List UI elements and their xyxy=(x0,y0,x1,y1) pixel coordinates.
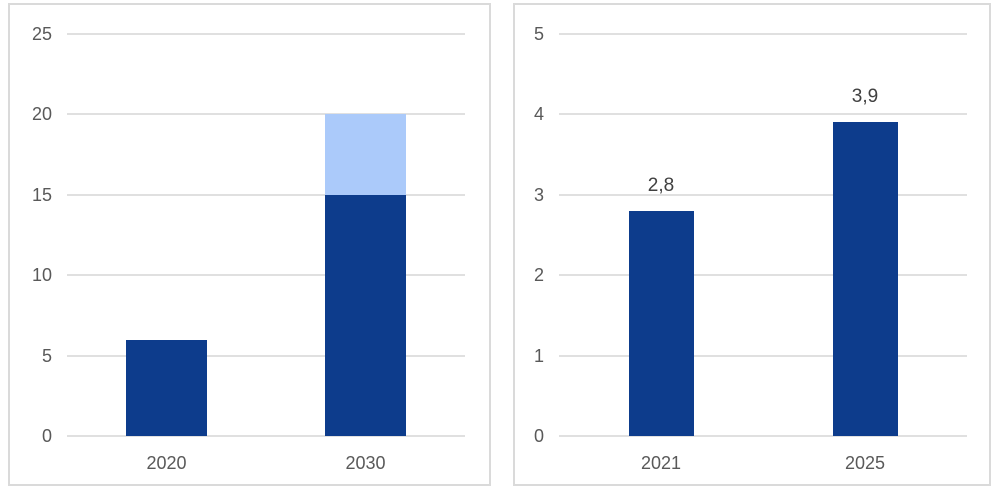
gridline xyxy=(559,33,967,35)
gridline xyxy=(67,33,465,35)
y-axis-tick-label: 25 xyxy=(31,24,52,44)
y-axis-tick-label: 20 xyxy=(31,104,52,125)
bar-segment-dark-blue-series xyxy=(628,210,694,436)
x-axis-category-label: 2030 xyxy=(345,453,386,473)
gridline xyxy=(559,113,967,116)
chart-panel-left: 0 5 10 15 20 25 2020 2030 xyxy=(8,3,491,486)
bar-segment-dark-blue-series xyxy=(126,339,207,436)
y-axis-tick-label: 5 xyxy=(41,345,52,366)
y-axis-tick-label: 2 xyxy=(533,265,544,286)
gridline xyxy=(559,435,967,437)
y-axis-tick-label: 5 xyxy=(533,24,544,44)
gridline xyxy=(67,193,465,196)
y-axis-tick-label: 4 xyxy=(533,104,544,125)
bar-segment-dark-blue-series xyxy=(832,122,898,436)
x-axis-category-label: 2020 xyxy=(146,453,187,473)
y-axis-tick-label: 0 xyxy=(533,426,544,446)
bar-value-label: 3,9 xyxy=(851,86,879,108)
y-axis-tick-label: 0 xyxy=(41,426,52,446)
gridline xyxy=(67,435,465,437)
y-axis-tick-label: 15 xyxy=(31,184,52,205)
x-axis-category-label: 2021 xyxy=(640,453,682,473)
y-axis-tick-label: 10 xyxy=(31,265,52,286)
gridline xyxy=(67,113,465,116)
bar-segment-light-blue-series xyxy=(325,114,406,195)
y-axis-tick-label: 1 xyxy=(533,345,544,366)
bar-segment-dark-blue-series xyxy=(325,194,406,436)
y-axis-tick-label: 3 xyxy=(533,184,544,205)
bar-value-label: 2,8 xyxy=(647,174,675,196)
gridline xyxy=(559,193,967,196)
chart-panel-right: 0 1 2 3 4 5 2021 2,8 2025 3,9 xyxy=(513,3,991,486)
gridline xyxy=(67,274,465,277)
gridline xyxy=(559,354,967,357)
gridline xyxy=(67,354,465,357)
x-axis-category-label: 2025 xyxy=(844,453,886,473)
gridline xyxy=(559,274,967,277)
